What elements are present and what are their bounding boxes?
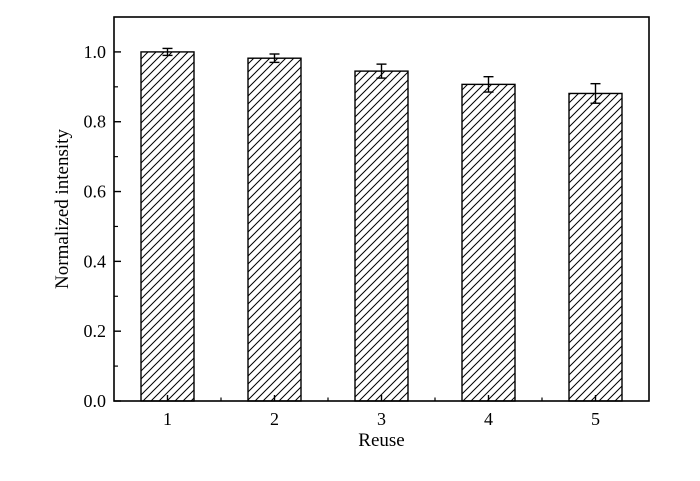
- error-bar-5: [590, 82, 601, 104]
- bar-2: [247, 57, 302, 402]
- bar-3: [354, 70, 409, 402]
- y-tick-label: 0.8: [84, 112, 107, 132]
- y-tick-label: 1.0: [84, 42, 107, 62]
- bar-4: [461, 83, 516, 402]
- x-tick-label-5: 5: [591, 409, 600, 429]
- y-axis: 0.0 0.2 0.4 0.6 0.8 1.0: [84, 42, 121, 411]
- x-tick-label-4: 4: [484, 409, 493, 429]
- x-tick-label-3: 3: [377, 409, 386, 429]
- y-tick-label: 0.6: [84, 182, 107, 202]
- bar-1: [140, 51, 195, 402]
- x-axis-title: Reuse: [358, 430, 404, 451]
- x-tick-label-2: 2: [270, 409, 279, 429]
- y-tick-label: 0.2: [84, 321, 107, 341]
- bar-5: [568, 92, 623, 402]
- error-bar-4: [483, 75, 494, 93]
- error-bar-1: [162, 47, 173, 57]
- error-bar-3: [376, 63, 387, 79]
- bars-group: [140, 51, 623, 402]
- y-tick-label: 0.4: [84, 251, 107, 271]
- error-bars-group: [162, 47, 601, 104]
- x-axis: 1 2 3 4 5: [163, 395, 600, 429]
- x-tick-label-1: 1: [163, 409, 172, 429]
- y-axis-title: Normalized intensity: [52, 129, 73, 289]
- error-bar-2: [269, 53, 280, 64]
- y-tick-label: 0.0: [84, 391, 107, 411]
